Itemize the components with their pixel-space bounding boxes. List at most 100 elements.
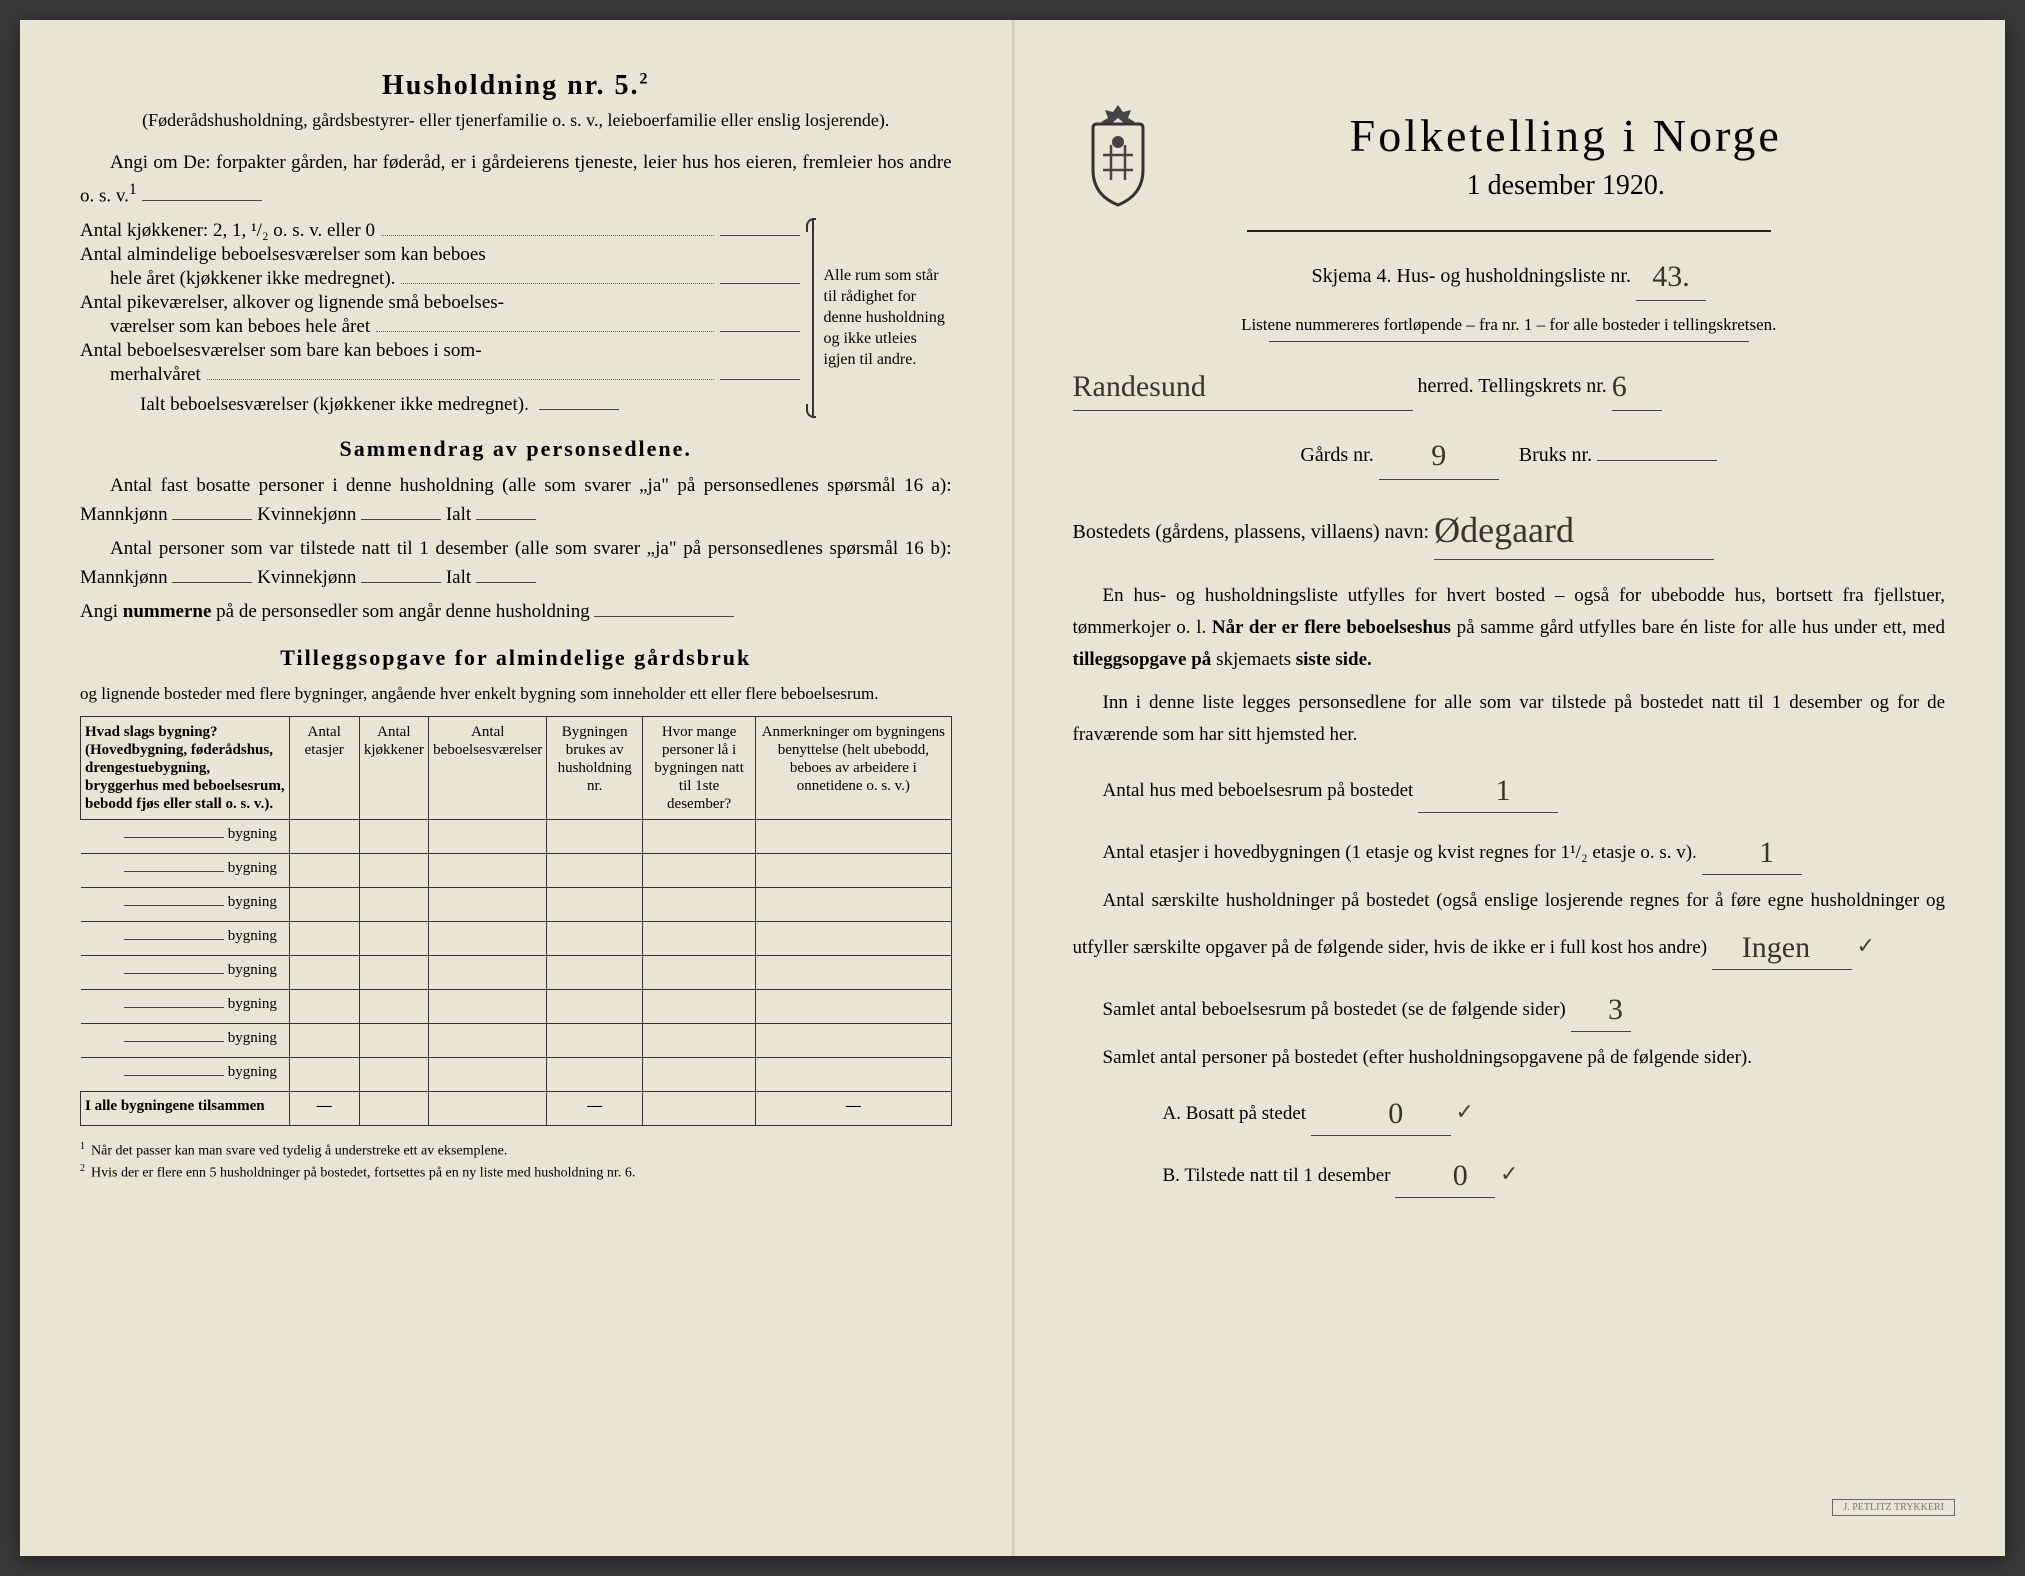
summary-kv1: Kvinnekjønn (257, 504, 356, 525)
coat-of-arms-icon (1073, 100, 1163, 210)
table-row: bygning (81, 990, 952, 1024)
kitchens-label: Antal kjøkkener: 2, 1, ¹/₂ o. s. v. elle… (80, 220, 375, 242)
census-date: 1 desember 1920. (1187, 170, 1946, 202)
tillegg-sub: og lignende bosteder med flere bygninger… (80, 681, 952, 707)
checkmark-icon: ✓ (1857, 933, 1875, 958)
summary-p3c: på de personsedler som angår denne husho… (216, 601, 590, 622)
rooms1-blank (720, 283, 800, 284)
skjema-nr: 43. (1652, 260, 1690, 293)
blank (476, 519, 536, 520)
rule (1247, 230, 1771, 232)
heading-sup: 2 (640, 71, 650, 88)
rooms-total: Ialt beboelsesværelser (kjøkkener ikke m… (80, 394, 529, 416)
blank (594, 616, 734, 617)
col-1: Antal etasjer (289, 717, 359, 820)
summary-body: Antal fast bosatte personer i denne hush… (80, 472, 952, 627)
table-row: bygning (81, 1024, 952, 1058)
tillegg-heading: Tilleggsopgave for almindelige gårdsbruk (80, 645, 952, 671)
gards-nr: 9 (1431, 439, 1446, 472)
rooms1a: Antal almindelige beboelsesværelser som … (80, 244, 486, 266)
blank (172, 519, 252, 520)
rooms3a: Antal beboelsesværelser som bare kan beb… (80, 340, 482, 362)
herred-label: herred. Tellingskrets nr. (1418, 375, 1607, 397)
rooms2b: værelser som kan beboes hele året (80, 316, 370, 338)
blank-line (142, 200, 262, 201)
skjema-line: Skjema 4. Hus- og husholdningsliste nr. … (1073, 246, 1946, 301)
instruction-block: Angi om De: forpakter gården, har føderå… (80, 149, 952, 210)
right-page: Folketelling i Norge 1 desember 1920. Sk… (1013, 20, 2006, 1556)
summary-p2: Antal personer som var tilstede natt til… (80, 538, 952, 588)
col-4: Bygningen brukes av husholdning nr. (547, 717, 643, 820)
right-body-text: En hus- og husholdningsliste utfylles fo… (1073, 580, 1946, 1198)
para1g: siste side. (1296, 649, 1372, 670)
rooms1b: hele året (kjøkkener ikke medregnet). (80, 268, 395, 290)
blank (476, 582, 536, 583)
census-document: Husholdning nr. 5.2 (Føderådshusholdning… (20, 20, 2005, 1556)
heading-subtitle: (Føderådshusholdning, gårdsbestyrer- ell… (80, 110, 952, 131)
blank (172, 582, 252, 583)
q3-value: Ingen (1742, 931, 1810, 964)
rooms2-blank (720, 331, 800, 332)
q5a-value: 0 (1388, 1097, 1403, 1130)
brace-note: Alle rum som står til rådighet for denne… (812, 218, 952, 418)
para1c: flere beboelseshus (1304, 617, 1451, 638)
sub2-rest: forpakter gården, har føderåd, er i gård… (80, 152, 952, 206)
herred-line: Randesund herred. Tellingskrets nr. 6 (1073, 356, 1946, 411)
table-total-row: I alle bygningene tilsammen ——— (81, 1092, 952, 1126)
q5-label: Samlet antal personer på bostedet (efter… (1073, 1042, 1946, 1074)
table-row: bygning (81, 922, 952, 956)
summary-p3b: nummerne (123, 601, 212, 622)
listene-note: Listene nummereres fortløpende – fra nr.… (1073, 315, 1946, 335)
table-row: bygning (81, 820, 952, 854)
q5a-label: A. Bosatt på stedet (1163, 1103, 1307, 1124)
header: Folketelling i Norge 1 desember 1920. (1073, 100, 1946, 210)
gards-label: Gårds nr. (1300, 444, 1373, 466)
printer-stamp: J. PETLITZ TRYKKERI (1832, 1499, 1955, 1516)
summary-ialt2: Ialt (446, 567, 471, 588)
col-3: Antal beboelsesværelser (429, 717, 547, 820)
q4-label: Samlet antal beboelsesrum på bostedet (s… (1103, 999, 1566, 1020)
left-page: Husholdning nr. 5.2 (Føderådshusholdning… (20, 20, 1013, 1556)
col-2: Antal kjøkkener (359, 717, 429, 820)
tellingskrets-nr: 6 (1612, 370, 1627, 403)
summary-p1: Antal fast bosatte personer i denne hush… (80, 475, 952, 525)
q2-value: 1 (1759, 836, 1774, 869)
rooms3-blank (720, 379, 800, 380)
bosted-label: Bostedets (gårdens, plassens, villaens) … (1073, 521, 1430, 543)
bruks-label: Bruks nr. (1519, 444, 1592, 466)
summary-heading: Sammendrag av personsedlene. (80, 436, 952, 462)
thin-rule (1269, 341, 1749, 342)
para1e: tilleggsopgave på (1073, 649, 1212, 670)
footnotes: 1Når det passer kan man svare ved tydeli… (80, 1140, 952, 1183)
col-5: Hvor mange personer lå i bygningen natt … (643, 717, 756, 820)
q5b-label: B. Tilstede natt til 1 desember (1163, 1165, 1391, 1186)
para1b: Når der er (1212, 617, 1299, 638)
building-table: Hvad slags bygning? (Hovedbygning, føder… (80, 716, 952, 1126)
blank (361, 519, 441, 520)
summary-kv2: Kvinnekjønn (257, 567, 356, 588)
sub2-lead: Angi om De: (110, 152, 211, 173)
checkmark-icon: ✓ (1500, 1161, 1518, 1186)
q1-label: Antal hus med beboelsesrum på bostedet (1103, 780, 1414, 801)
para1d: på samme gård utfylles bare én liste for… (1457, 617, 1945, 638)
para2: Inn i denne liste legges personsedlene f… (1073, 687, 1946, 752)
q1-value: 1 (1496, 774, 1511, 807)
blank (361, 582, 441, 583)
herred-value: Randesund (1073, 370, 1206, 403)
q2-label: Antal etasjer i hovedbygningen (1 etasje… (1103, 842, 1697, 863)
kitchens-blank (720, 235, 800, 236)
rooms-brace-block: Antal kjøkkener: 2, 1, ¹/₂ o. s. v. elle… (80, 218, 952, 418)
rooms3b: merhalvåret (80, 364, 201, 386)
table-header-row: Hvad slags bygning? (Hovedbygning, føder… (81, 717, 952, 820)
total-label: I alle bygningene tilsammen (81, 1092, 290, 1126)
summary-ialt1: Ialt (446, 504, 471, 525)
col-6: Anmerkninger om bygningens benyttelse (h… (756, 717, 951, 820)
table-row: bygning (81, 888, 952, 922)
heading-text: Husholdning nr. 5. (382, 70, 640, 101)
gards-line: Gårds nr. 9 Bruks nr. (1073, 425, 1946, 480)
q5b-value: 0 (1453, 1159, 1468, 1192)
q4-value: 3 (1608, 993, 1623, 1026)
summary-p3a: Angi (80, 601, 118, 622)
rooms2a: Antal pikeværelser, alkover og lignende … (80, 292, 504, 314)
bosted-line: Bostedets (gårdens, plassens, villaens) … (1073, 494, 1946, 560)
